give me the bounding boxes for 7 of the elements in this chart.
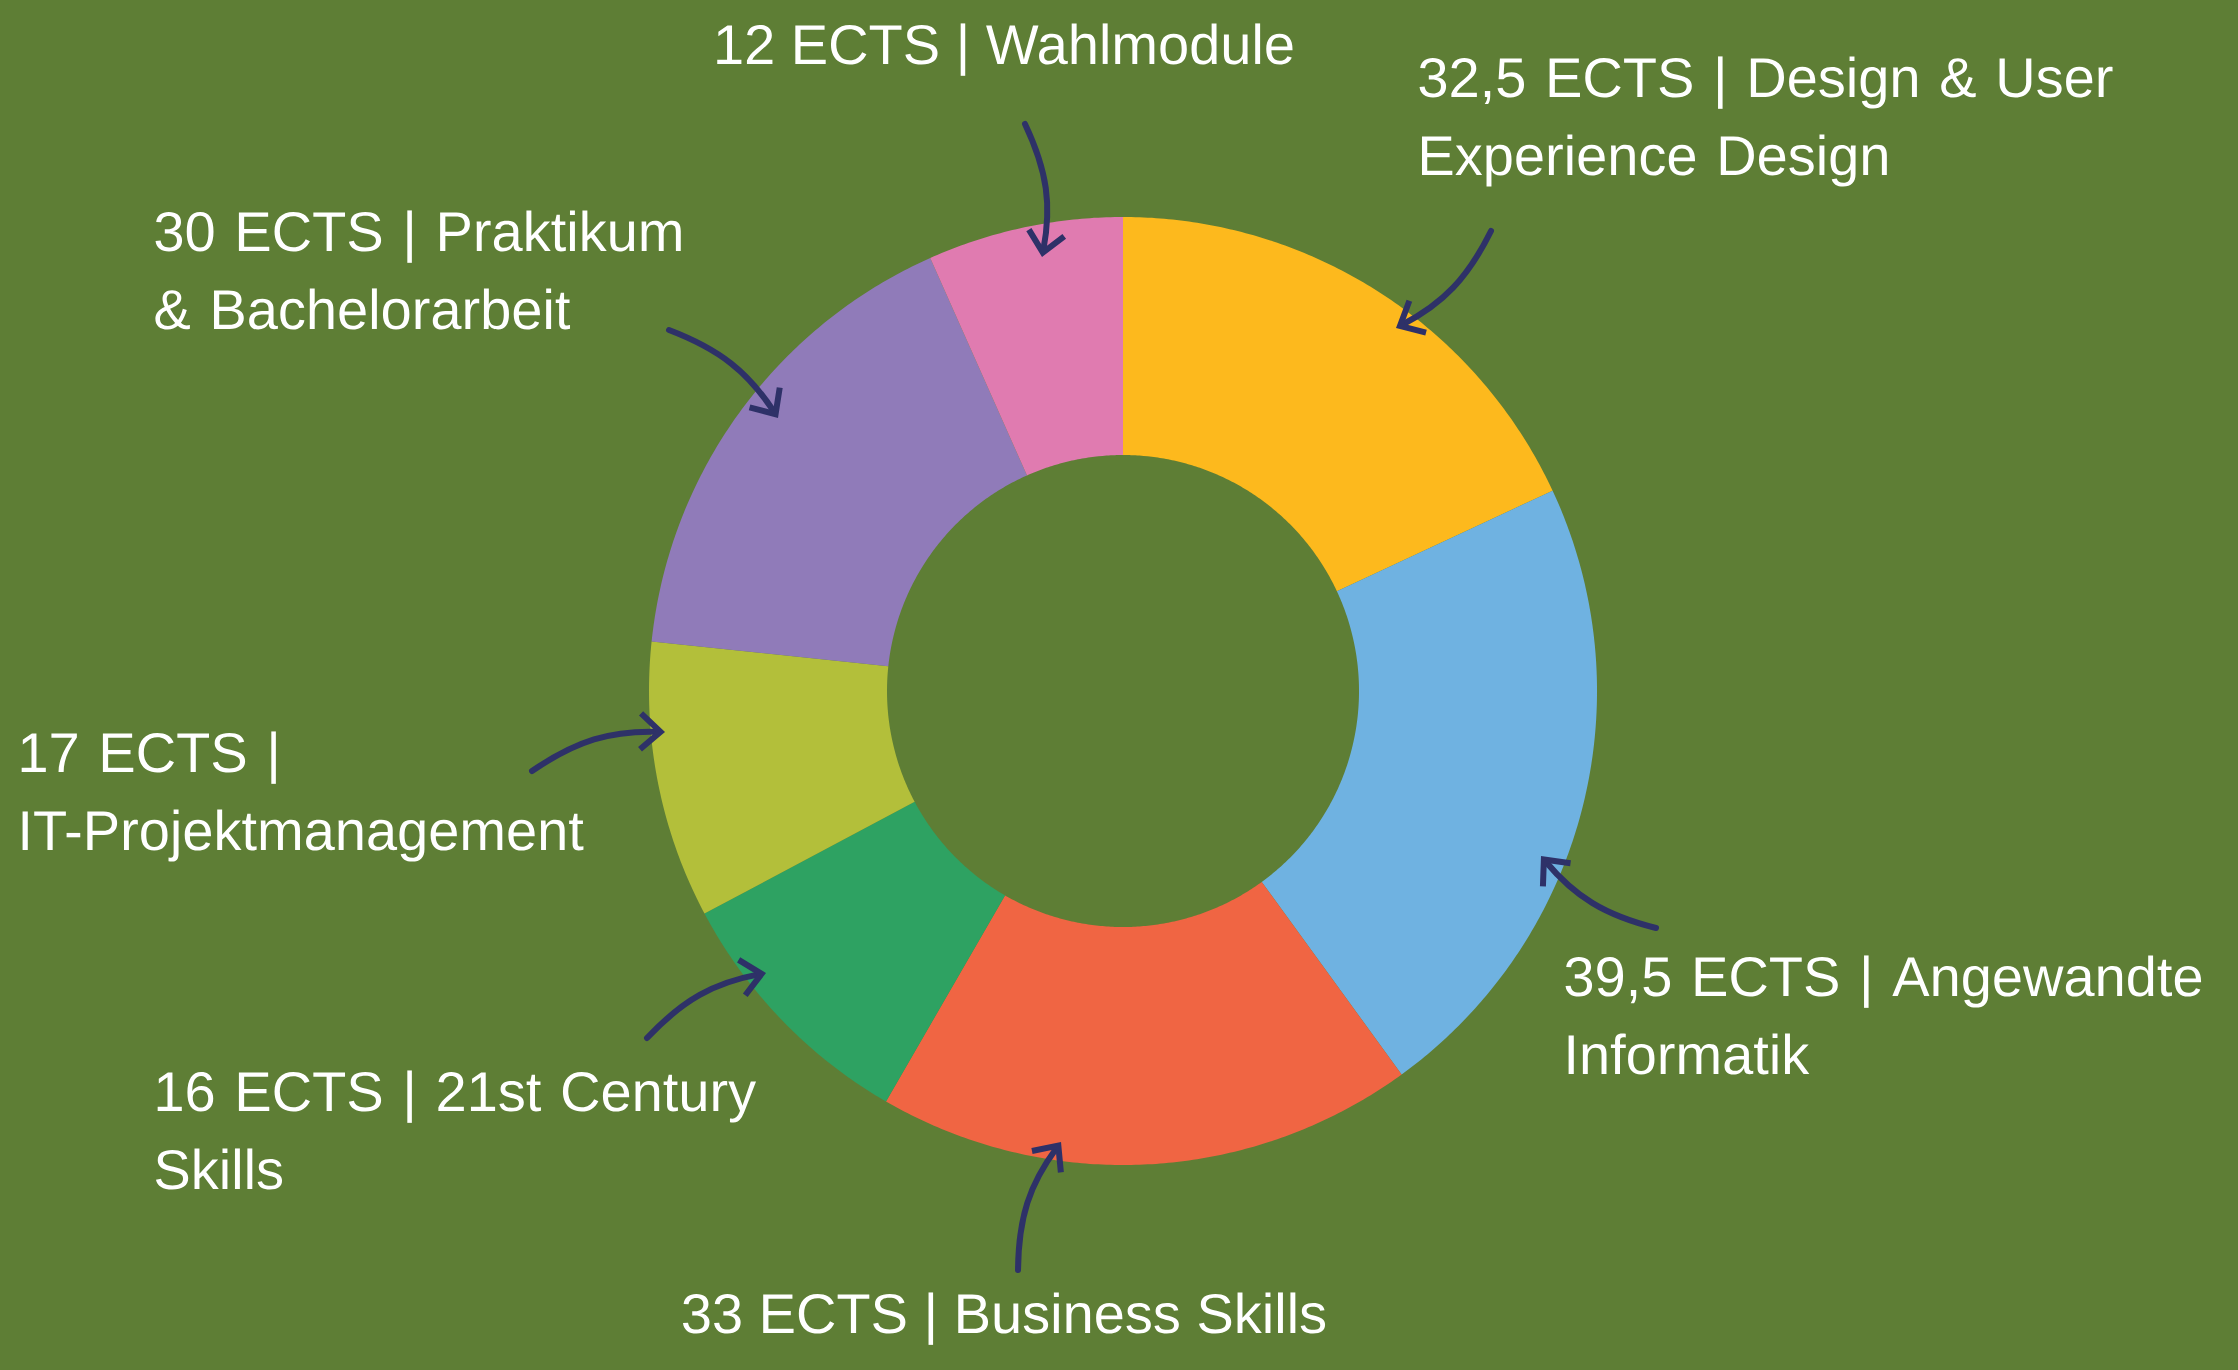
slice-label: 33 ECTS | Business Skills <box>682 1292 1326 1345</box>
slice-label: 30 ECTS | Praktikum & Bachelorarbeit <box>155 210 681 330</box>
slice-label: 39,5 ECTS | Angewandte Informatik <box>1565 955 2202 1075</box>
slice-label: 16 ECTS | 21st Century Skills <box>155 1070 757 1190</box>
slice-label: 32,5 ECTS | Design & User Experience Design <box>1419 56 2113 187</box>
slice-label: 12 ECTS | Wahlmodule <box>717 23 1293 76</box>
slice-label: 17 ECTS | IT-Projektmanagement <box>21 731 584 862</box>
